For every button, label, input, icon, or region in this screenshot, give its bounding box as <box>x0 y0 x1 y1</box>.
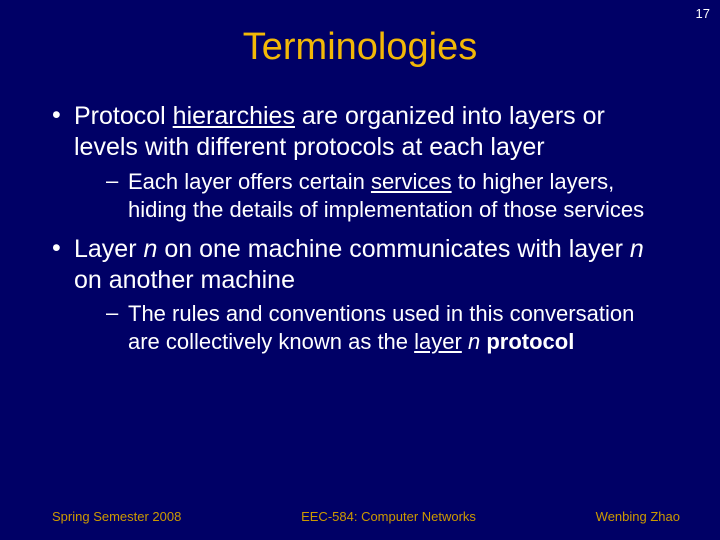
bullet-item: Layer n on one machine communicates with… <box>52 234 672 357</box>
slide-number: 17 <box>696 6 710 21</box>
sub-bullet-text: Each layer offers certain services to hi… <box>128 169 644 222</box>
slide: 17 Terminologies Protocol hierarchies ar… <box>0 0 720 540</box>
footer-right: Wenbing Zhao <box>596 509 680 524</box>
footer-center: EEC-584: Computer Networks <box>301 509 476 524</box>
footer-left: Spring Semester 2008 <box>52 509 181 524</box>
bullet-text: Protocol hierarchies are organized into … <box>74 102 605 161</box>
bullet-text: Layer n on one machine communicates with… <box>74 235 644 294</box>
bullet-item: Protocol hierarchies are organized into … <box>52 101 672 224</box>
sub-bullet-item: Each layer offers certain services to hi… <box>88 168 672 224</box>
sub-bullet-item: The rules and conventions used in this c… <box>88 300 672 356</box>
slide-content: Protocol hierarchies are organized into … <box>48 101 672 357</box>
footer: Spring Semester 2008 EEC-584: Computer N… <box>0 509 720 524</box>
slide-title: Terminologies <box>48 26 672 69</box>
sub-bullet-text: The rules and conventions used in this c… <box>128 301 634 354</box>
